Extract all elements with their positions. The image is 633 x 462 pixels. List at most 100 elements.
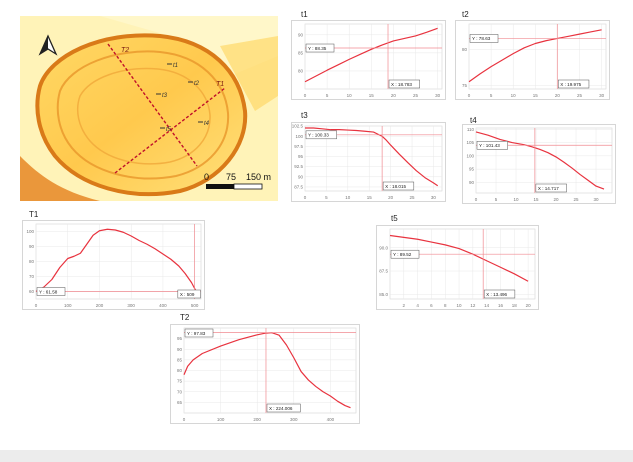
x-tick-label: 0 [468,93,471,98]
scale-bar-light [233,183,263,190]
x-tick-label: 15 [369,93,375,98]
y-tick-label: 90 [298,174,304,179]
chart-title-T1: T1 [29,210,39,219]
map-point-t2: t2 [188,81,200,87]
x-tick-label: 20 [391,93,397,98]
chart-panel-T2: 0 100 200 300 400 95 90 85 80 75 70 65 Y : 97.83 X : … [170,324,360,429]
y-tick-label: 95 [298,154,304,159]
map-lower-area [20,156,100,201]
x-tick-label: 2 [403,303,406,308]
cursor-y-readout-box [305,130,337,140]
cursor-x-readout: X : 18.783 [391,82,412,87]
chart-title-t2: t2 [462,10,469,19]
map-point-label-t1: t1 [173,63,178,69]
y-tick-label: 90 [298,32,304,37]
cursor-x-readout-box [483,289,516,299]
cursor-x-readout-box [382,181,415,191]
scale-label-75: 75 [226,172,236,182]
x-tick-label: 10 [513,197,519,202]
y-tick-label: 80 [177,368,183,373]
x-tick-label: 25 [577,93,583,98]
x-tick-label: 10 [345,195,351,200]
y-tick-label: 70 [29,274,35,279]
x-tick-label: 15 [533,93,539,98]
series-line [304,27,438,83]
x-tick-label: 5 [326,93,329,98]
north-arrow-icon [38,34,58,56]
y-tick-label: 92.5 [294,164,303,169]
scale-bar: 0 75 150 m [204,172,271,190]
cursor-y-readout-box [476,140,508,150]
cursor-x-readout: X : 509 [180,292,195,297]
x-tick-label: 18 [512,303,518,308]
x-tick-label: 30 [435,93,441,98]
series-line [468,29,602,83]
y-tick-label: 87.5 [379,269,388,274]
chart-panel-t3: 0 5 10 15 20 25 30 102.5 100 97.5 95 92.5 90 87.5 Y : … [291,122,446,207]
map-point-t5: t5 [160,127,172,133]
y-tick-label: 95 [177,336,183,341]
bottom-band [0,450,633,462]
map-point-label-t4: t4 [204,121,210,127]
chart-title-t3: t3 [301,111,308,120]
x-tick-label: 20 [388,195,394,200]
cursor-x-readout: X : 14.717 [538,186,559,191]
x-tick-label: 100 [64,303,72,308]
y-tick-label: 70 [177,389,183,394]
cursor-x-readout-box [177,289,201,299]
y-tick-label: 80 [29,259,35,264]
x-tick-label: 12 [470,303,476,308]
x-tick-label: 0 [183,417,186,422]
pit-bench-2 [77,67,211,165]
y-tick-label: 80 [298,69,304,74]
y-tick-label: 85.0 [379,292,388,297]
chart-title-t5: t5 [391,214,398,223]
chart-panel-T1: 0 100 200 300 400 500 60 70 80 90 100 Y : 61.58 X : … [22,220,205,315]
scale-label-150: 150 m [246,172,271,182]
series-line [305,127,439,187]
y-tick-label: 90.0 [379,245,388,250]
map-point-label-t2: t2 [194,81,200,87]
y-tick-label: 90 [469,180,475,185]
map-point-t1: t1 [167,63,178,69]
map-point-t4: t4 [198,121,210,127]
cursor-x-readout: X : 224.006 [269,406,293,411]
series-line [389,234,529,282]
y-tick-label: 87.5 [294,185,303,190]
x-tick-label: 300 [127,303,135,308]
chart-title-T2: T2 [180,313,190,322]
y-tick-label: 90 [177,347,183,352]
terrain-map: T2 T1 t1 t2 t3 t4 t5 0 75 150 m [20,16,278,201]
map-label-T2: T2 [121,47,129,54]
map-label-T1: T1 [216,81,224,88]
x-tick-label: 25 [573,197,579,202]
y-tick-label: 100 [26,229,34,234]
x-tick-label: 100 [217,417,225,422]
cursor-x-readout: X : 13.496 [486,292,507,297]
cursor-y-readout: Y : 89.52 [393,252,412,257]
y-tick-label: 85 [177,357,183,362]
cursor-y-readout: Y : 78.63 [472,36,491,41]
x-tick-label: 25 [413,93,419,98]
x-tick-label: 0 [304,195,307,200]
x-tick-label: 0 [475,197,478,202]
plot-area [468,23,607,90]
cursor-x-readout: X : 18.015 [385,184,406,189]
x-tick-label: 15 [367,195,373,200]
y-tick-label: 95 [469,167,475,172]
x-tick-label: 16 [498,303,504,308]
x-tick-label: 400 [159,303,167,308]
y-tick-label: 102.5 [292,124,304,129]
chart-T1: 0 100 200 300 400 500 60 70 80 90 100 Y : 61.58 X : … [22,220,205,310]
chart-panel-t4: 0 5 10 15 20 25 30 110 105 100 95 90 Y : 101.43 X : 1… [462,124,616,209]
chart-t2: 0 5 10 15 20 25 30 75 80 Y : 78.63 X : 19.975 [455,20,610,100]
series-line [35,228,199,295]
y-tick-label: 100 [295,134,303,139]
y-tick-label: 60 [29,289,35,294]
series-line [183,332,351,409]
x-tick-label: 4 [416,303,419,308]
x-tick-label: 20 [555,93,561,98]
x-tick-label: 10 [511,93,517,98]
cursor-y-readout: Y : 100.33 [308,133,329,138]
x-tick-label: 0 [35,303,38,308]
